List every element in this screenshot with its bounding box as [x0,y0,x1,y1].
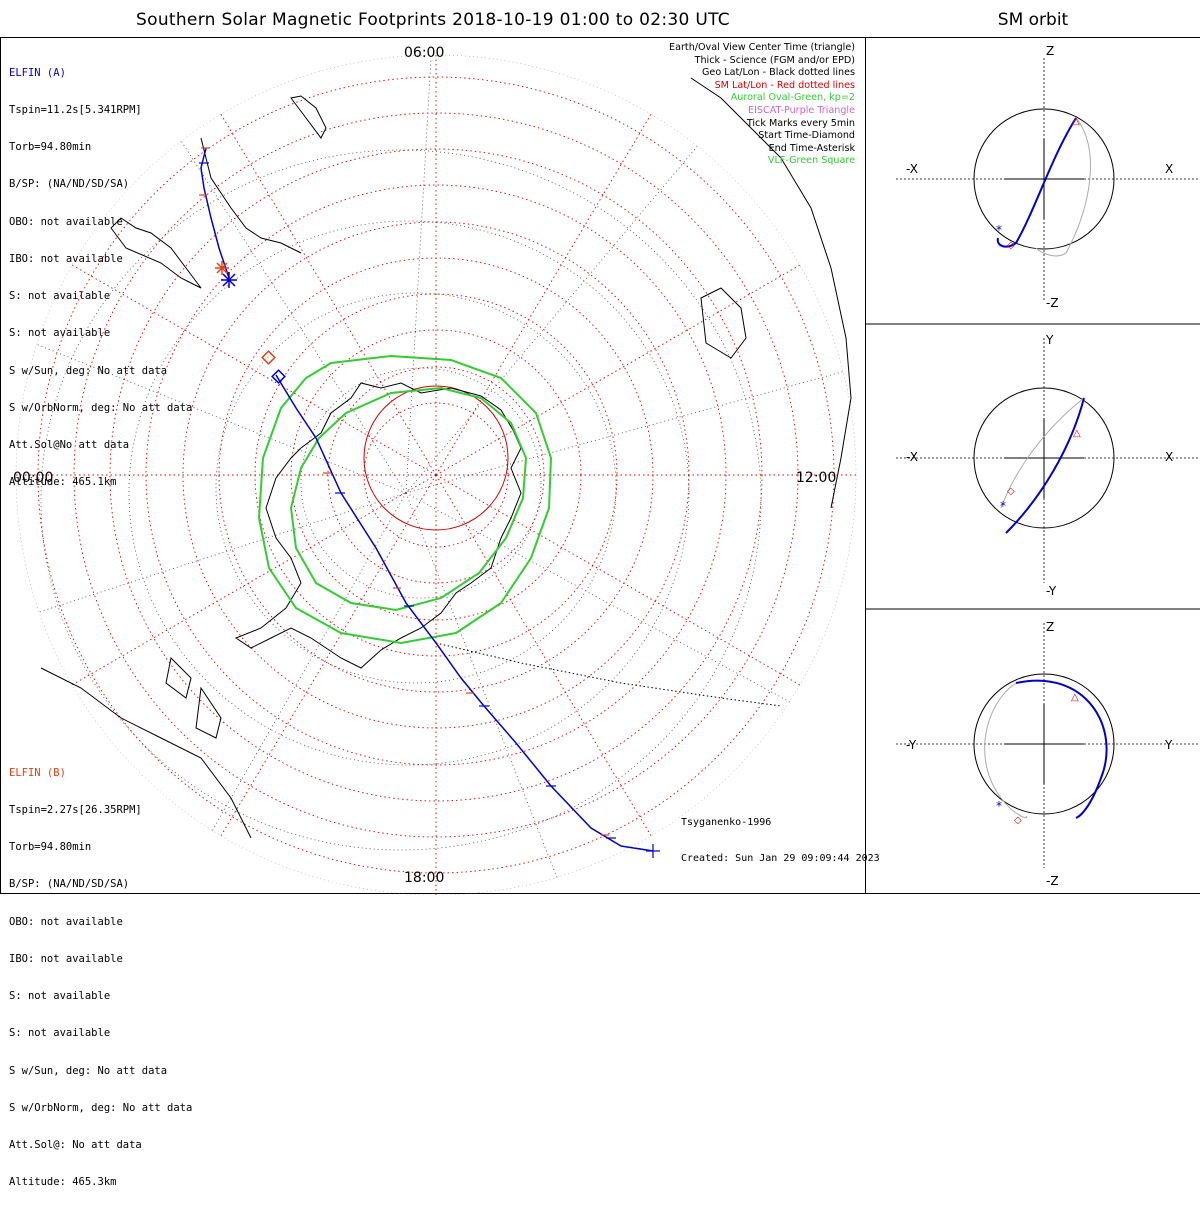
footprint-map-panel: 06:00 00:00 12:00 18:00 ELFIN (A) Tspin=… [0,37,880,1188]
elfin-b-line: S: not available [9,990,111,1003]
elfin-b-line: OBO: not available [9,915,123,928]
svg-text:*: * [996,223,1002,237]
elfin-a-line: S w/OrbNorm, deg: No att data [9,401,193,414]
geo-grid-lines [20,57,856,889]
elfin-b-tickmarks [199,147,609,836]
elfin-b-line: B/SP: (NA/ND/SD/SA) [9,878,130,891]
elfin-b-line: S w/Sun, deg: No att data [9,1064,168,1077]
auroral-oval-inner [289,386,528,612]
orbit-panel-yz: △ * ◇ [896,623,1200,868]
elfin-a-tickmarks [199,162,660,858]
elfin-a-info: ELFIN (A) Tspin=11.2s[5.341RPM] Torb=94.… [9,42,192,513]
orbit-panel: △ * ◇ △ * ◇ △ * ◇ [865,37,1200,894]
svg-text:◇: ◇ [1007,240,1015,251]
mlt-label-top: 06:00 [404,45,445,61]
map-footer: Tsyganenko-1996 Created: Sun Jan 29 09:0… [681,793,880,889]
legend-item: Geo Lat/Lon - Black dotted lines [701,67,855,79]
orbit3-bottom-label: -Z [1046,874,1059,888]
legend-item: Earth/Oval View Center Time (triangle) [669,42,855,53]
orbit-panel-xy: △ * ◇ [896,338,1200,583]
auroral-oval-outer [257,354,553,645]
elfin-a-line: S w/Sun, deg: No att data [9,364,168,377]
mlt-label-left: 00:00 [13,470,54,486]
legend-item: EISCAT-Purple Triangle [748,104,855,116]
orbit1-right-label: X [1165,162,1174,176]
footprint-map [15,54,857,896]
svg-text:△: △ [1071,692,1079,703]
svg-text:△: △ [1073,428,1081,439]
elfin-a-line: S: not available [9,290,111,303]
elfin-a-line: IBO: not available [9,252,123,265]
svg-text:◇: ◇ [1007,486,1015,497]
elfin-b-line: Tspin=2.27s[26.35RPM] [9,804,142,817]
mlt-label-bottom: 18:00 [404,870,445,886]
elfin-a-line: OBO: not available [9,215,123,228]
svg-text:*: * [1000,499,1006,513]
elfin-b-line: IBO: not available [9,952,123,965]
mlt-label-right: 12:00 [796,470,837,486]
orbit2-left-label: -X [906,450,918,464]
orbit-title: SM orbit [997,10,1069,30]
model-label: Tsyganenko-1996 [681,817,772,828]
antarctica-coast [234,382,522,669]
elfin-a-start-diamond [271,369,286,384]
orbit-panel-xz: △ * ◇ [896,58,1200,300]
elfin-b-end-asterisk [215,261,229,275]
plot-title: Southern Solar Magnetic Footprints 2018-… [136,10,730,30]
africa-coast [690,77,852,509]
elfin-b-start-diamond [261,350,276,365]
legend-item: Auroral Oval-Green, kp=2 [730,92,855,104]
elfin-a-header: ELFIN (A) [9,66,66,79]
legend-item: Thick - Science (FGM and/or EPD) [694,54,855,66]
elfin-a-end-asterisk [221,272,237,288]
elfin-b-line: S w/OrbNorm, deg: No att data [9,1101,193,1114]
orbit2-top-label: Y [1046,333,1054,347]
elfin-a-line: Att.Sol@No att data [9,439,130,451]
orbit3-top-label: Z [1046,620,1055,634]
orbit1-bottom-label: -Z [1046,296,1059,310]
sm-longitude-lines [16,55,856,895]
legend-item: End Time-Asterisk [768,142,855,154]
elfin-b-line: Altitude: 465.3km [9,1176,117,1189]
elfin-b-info: ELFIN (B) Tspin=2.27s[26.35RPM] Torb=94.… [9,742,192,1213]
orbit2-right-label: X [1165,450,1174,464]
legend-item: SM Lat/Lon - Red dotted lines [714,79,855,91]
geo-track-line [435,642,782,707]
sm-inner-circle [363,385,509,531]
orbit1-left-label: -X [906,162,918,176]
elfin-a-track [200,147,654,852]
svg-text:△: △ [1072,116,1080,127]
coastlines [40,77,852,839]
elfin-a-line: B/SP: (NA/ND/SD/SA) [9,178,130,191]
orbit1-top-label: Z [1046,44,1055,58]
created-label: Created: Sun Jan 29 09:09:44 2023 [681,853,880,864]
map-boundary [15,54,857,896]
elfin-a-line: Altitude: 465.1km [9,476,117,489]
elfin-a-line: S: not available [9,327,111,340]
svg-text:◇: ◇ [1014,815,1022,826]
south-america-coast [110,217,202,289]
legend-item: VLF-Green Square [767,155,855,167]
orbit3-left-label: -Y [906,738,917,752]
orbit2-bottom-label: -Y [1046,584,1057,598]
elfin-b-line: Torb=94.80min [9,841,92,854]
orbit-plots: △ * ◇ △ * ◇ △ * ◇ [866,58,1200,868]
elfin-b-line: Att.Sol@: No att data [9,1139,142,1151]
elfin-a-line: Tspin=11.2s[5.341RPM] [9,104,142,117]
legend-item: Start Time-Diamond [758,130,855,142]
australia-coast [40,667,252,839]
elfin-a-line: Torb=94.80min [9,141,92,154]
map-legend: Earth/Oval View Center Time (triangle) T… [669,42,855,168]
elfin-b-header: ELFIN (B) [9,766,66,779]
elfin-b-line: S: not available [9,1027,111,1040]
auroral-oval [257,354,553,645]
svg-text:*: * [996,799,1002,813]
legend-item: Tick Marks every 5min [746,117,855,129]
orbit3-right-label: Y [1165,738,1173,752]
